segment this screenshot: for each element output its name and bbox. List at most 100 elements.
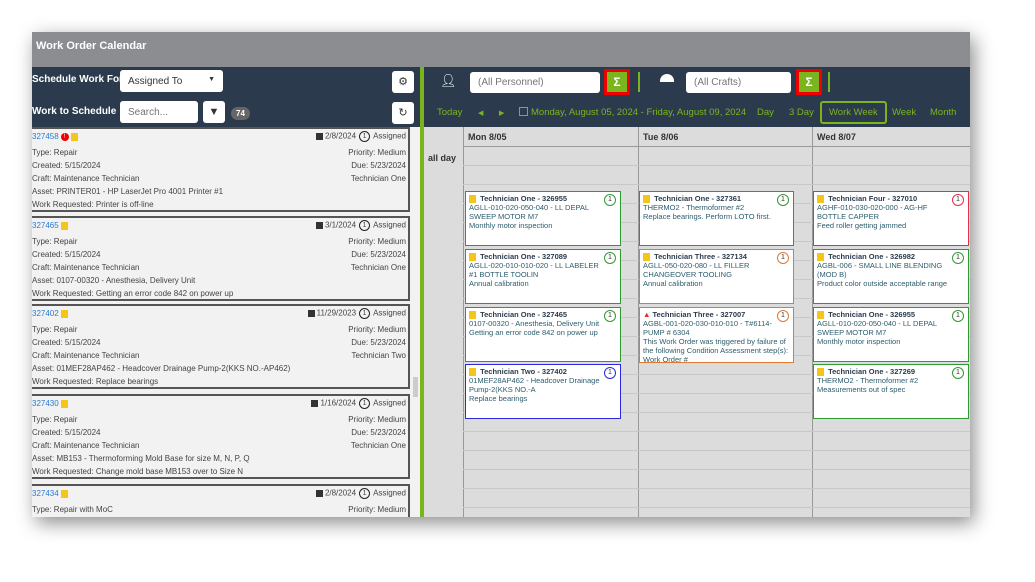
scrollbar-thumb[interactable]	[413, 377, 418, 397]
work-order-icon	[817, 195, 824, 204]
time-slot-line	[463, 507, 970, 508]
event-count-circle: 1	[952, 252, 964, 264]
asset: Asset: PRINTER01 - HP LaserJet Pro 4001 …	[32, 187, 224, 196]
next-arrow-icon[interactable]: ▶	[499, 110, 505, 117]
schedule-for-select[interactable]: Assigned To ▼	[120, 70, 223, 92]
work-order-card[interactable]: 327434 2/8/2024 1 Assigned Type: Repair wi…	[32, 484, 410, 517]
schedule-for-value: Assigned To	[128, 76, 183, 87]
search-input[interactable]	[120, 101, 198, 123]
technician: Technician Two	[351, 351, 406, 360]
technician: Technician One	[350, 174, 406, 183]
event-title: Technician One - 326982	[828, 252, 916, 261]
asset: Asset: 0107-00320 - Anesthesia, Delivery…	[32, 276, 196, 285]
time-slot-line	[463, 488, 970, 489]
prev-arrow-icon[interactable]: ◀	[478, 110, 484, 117]
calendar-event[interactable]: Technician Four - 327010 AGHF-010-030-020…	[813, 191, 969, 246]
view-work-week[interactable]: Work Week	[820, 101, 887, 124]
work-order-card[interactable]: 327458! 2/8/2024 1 Assigned Type: Repair P…	[32, 127, 410, 212]
event-description: Monthly motor inspection	[469, 221, 553, 231]
priority: Priority: Medium	[348, 415, 406, 424]
personnel-sigma-button[interactable]: Σ	[604, 69, 630, 95]
work-order-card[interactable]: 327402 11/29/2023 1 Assigned Type: Repair …	[32, 304, 410, 389]
calendar-event[interactable]: Technician One - 326955 AGLL-010-020-050-…	[813, 307, 969, 362]
event-description: This Work Order was triggered by failure…	[643, 337, 789, 363]
due: Due: 5/23/2024	[351, 250, 406, 259]
priority: Priority: Medium	[348, 148, 406, 157]
day-header-mon: Mon 8/05	[463, 127, 638, 147]
count-circle: 1	[359, 131, 371, 142]
event-count-circle: 1	[777, 310, 789, 322]
created: Created: 5/15/2024	[32, 161, 101, 170]
type: Type: Repair	[32, 237, 78, 246]
today-button[interactable]: Today	[437, 107, 463, 118]
view-month[interactable]: Month	[930, 107, 957, 118]
date-range-picker[interactable]: Monday, August 05, 2024 - Friday, August…	[519, 107, 746, 118]
event-asset: AGLL-010-020-050-040 - LL DEPAL SWEEP MO…	[817, 319, 937, 338]
priority: Priority: Medium	[348, 505, 406, 514]
work-order-card[interactable]: 327430 1/16/2024 1 Assigned Type: Repair P…	[32, 394, 410, 479]
calendar-event[interactable]: Technician One - 327361 THERMO2 - Thermof…	[639, 191, 794, 246]
settings-gear-icon[interactable]: ⚙	[392, 71, 414, 93]
view-day[interactable]: Day	[757, 107, 774, 118]
calendar-grid: Mon 8/05 Tue 8/06 Wed 8/07 all day Techn…	[424, 127, 970, 517]
technician: Technician One	[350, 441, 406, 450]
due: Due: 5/23/2024	[351, 338, 406, 347]
crafts-input[interactable]	[686, 72, 791, 93]
calendar-event[interactable]: Technician One - 327269 THERMO2 - Thermof…	[813, 364, 969, 419]
event-asset: AGHF-010-030-020-000 - AG-HF BOTTLE CAPP…	[817, 203, 928, 222]
event-description: Feed roller getting jammed	[817, 221, 907, 231]
work-order-id-link[interactable]: 327434	[32, 489, 59, 498]
event-title: Technician One - 327269	[828, 367, 916, 376]
crafts-sigma-button[interactable]: Σ	[796, 69, 822, 95]
panel-splitter[interactable]	[420, 67, 424, 517]
calendar-event[interactable]: Technician One - 326955 AGLL-010-020-050-…	[465, 191, 621, 246]
calendar-event[interactable]: ▲ Technician Three - 327007 AGBL-001-020-…	[639, 307, 794, 363]
event-asset: AGBL-001-020-030-010-010 - T#6114-PUMP #…	[643, 319, 772, 337]
work-order-id-link[interactable]: 327402	[32, 309, 59, 318]
day-header-wed: Wed 8/07	[812, 127, 970, 147]
work-count-badge: 74	[231, 107, 250, 120]
work-order-card[interactable]: 327465 3/1/2024 1 Assigned Type: Repair Pr…	[32, 216, 410, 301]
event-title: Technician Two - 327402	[480, 367, 567, 376]
count-circle: 1	[359, 220, 371, 231]
calendar-icon	[519, 107, 528, 116]
scheduled-date: 11/29/2023	[316, 308, 357, 318]
work-order-id-link[interactable]: 327430	[32, 399, 59, 408]
calendar-event[interactable]: Technician One - 327089 AGLL-020-010-010-…	[465, 249, 621, 304]
work-order-icon	[469, 311, 476, 320]
work-order-id-link[interactable]: 327465	[32, 221, 59, 230]
calendar-event[interactable]: Technician Two - 327402 01MEF28AP462 - He…	[465, 364, 621, 419]
event-title: Technician One - 327465	[480, 310, 568, 319]
calendar-event[interactable]: Technician One - 326982 AGBL-006 - SMALL …	[813, 249, 969, 304]
personnel-input[interactable]	[470, 72, 600, 93]
event-title: Technician One - 327089	[480, 252, 568, 261]
list-scrollbar[interactable]	[410, 127, 420, 517]
event-description: Measurements out of spec	[817, 385, 906, 395]
all-day-label: all day	[428, 153, 457, 163]
work-requested: Work Requested: Printer is off-line	[32, 200, 154, 209]
event-count-circle: 1	[952, 367, 964, 379]
scheduled-date: 2/8/2024	[324, 488, 357, 498]
calendar-event[interactable]: Technician Three - 327134 AGLL-050-020-08…	[639, 249, 794, 304]
status: Assigned	[373, 488, 406, 498]
view-3-day[interactable]: 3 Day	[789, 107, 814, 118]
work-order-icon	[60, 309, 68, 318]
event-asset: THERMO2 - Thermoformer #2	[643, 203, 745, 213]
alert-icon: !	[60, 132, 69, 141]
view-week[interactable]: Week	[892, 107, 917, 118]
priority: Priority: Medium	[348, 325, 406, 334]
divider	[828, 72, 830, 92]
type: Type: Repair	[32, 415, 78, 424]
window-title: Work Order Calendar	[32, 32, 970, 67]
work-order-id-link[interactable]: 327458	[32, 132, 59, 141]
calendar-event[interactable]: Technician One - 327465 0107-00320 - Anes…	[465, 307, 621, 362]
event-description: Getting an error code 842 on power up	[469, 328, 598, 338]
time-slot-line	[463, 393, 970, 394]
event-title: Technician One - 327361	[654, 194, 742, 203]
filter-icon[interactable]: ▼	[203, 101, 225, 123]
count-circle: 1	[359, 488, 371, 499]
refresh-icon[interactable]: ↻	[392, 102, 414, 124]
event-count-circle: 1	[604, 194, 616, 206]
event-count-circle: 1	[777, 252, 789, 264]
left-panel-header: Schedule Work For Assigned To ▼ ⚙ Work to…	[32, 67, 420, 127]
